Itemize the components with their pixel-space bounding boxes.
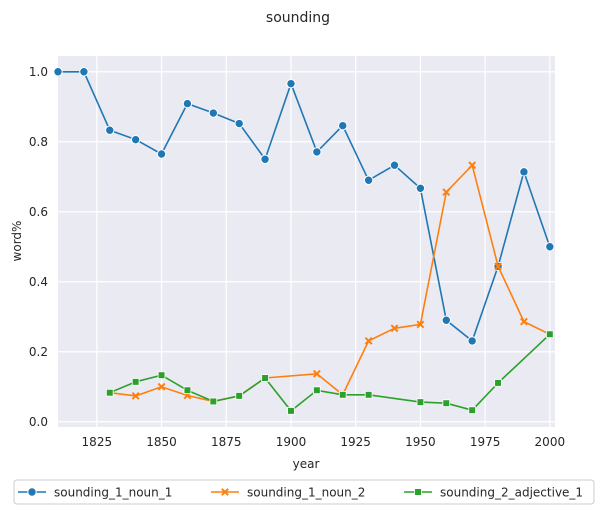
y-tick-label: 0.8 <box>29 135 48 149</box>
data-point <box>389 160 400 170</box>
legend-item: sounding_2_adjective_1 <box>404 486 583 500</box>
data-point <box>416 398 425 406</box>
data-point <box>157 382 166 391</box>
data-point <box>441 315 451 325</box>
data-point <box>182 98 193 109</box>
data-point <box>105 388 114 397</box>
series-line <box>109 333 551 413</box>
data-point <box>519 167 529 177</box>
data-point <box>157 371 166 379</box>
data-point <box>416 320 425 329</box>
legend-item: sounding_1_noun_2 <box>211 486 365 500</box>
data-point <box>209 397 218 406</box>
legend: sounding_1_noun_1 sounding_1_noun_2 soundi… <box>13 479 595 505</box>
data-point <box>468 161 477 170</box>
plot-area <box>58 56 555 427</box>
data-point <box>312 369 321 378</box>
grid <box>58 56 555 427</box>
series-sounding_2_adjective_1 <box>105 330 554 415</box>
x-tick-label: 1875 <box>211 435 242 449</box>
data-point <box>235 392 243 400</box>
series-layer <box>53 67 555 415</box>
x-tick-label: 1950 <box>405 435 436 449</box>
legend-label: sounding_2_adjective_1 <box>440 486 583 500</box>
legend-label: sounding_1_noun_1 <box>54 486 172 500</box>
chart-title: sounding <box>266 10 330 26</box>
data-point <box>545 242 555 252</box>
data-point <box>261 374 269 382</box>
data-point <box>338 120 348 131</box>
legend-label: sounding_1_noun_2 <box>247 486 365 500</box>
data-point <box>312 147 322 157</box>
x-tick-label: 1825 <box>82 435 113 449</box>
data-point <box>364 336 373 345</box>
x-tick-label: 1925 <box>340 435 371 449</box>
data-point <box>546 330 554 339</box>
y-tick-label: 1.0 <box>29 65 48 79</box>
data-point <box>105 125 115 135</box>
x-axis-ticks: 1825 1850 1875 1900 1925 1950 1975 2000 <box>82 435 566 449</box>
y-tick-label: 0.0 <box>29 415 48 429</box>
data-point <box>131 391 140 400</box>
y-axis-ticks: 0.0 0.2 0.4 0.6 0.8 1.0 <box>29 65 48 429</box>
legend-marker <box>414 488 422 496</box>
data-point <box>364 390 373 399</box>
data-point <box>494 379 502 387</box>
data-point <box>79 67 89 77</box>
series-sounding_1_noun_1 <box>53 67 555 346</box>
x-tick-label: 1975 <box>470 435 501 449</box>
x-tick-label: 1900 <box>276 435 307 449</box>
data-point <box>363 175 374 185</box>
data-point <box>130 134 141 145</box>
data-point <box>131 378 140 386</box>
data-point <box>183 386 192 395</box>
data-point <box>208 108 219 118</box>
legend-marker <box>27 487 37 497</box>
data-point <box>467 336 477 346</box>
y-tick-label: 0.6 <box>29 205 48 219</box>
x-tick-label: 2000 <box>535 435 566 449</box>
series-line <box>58 71 551 343</box>
x-axis-label: year <box>293 457 320 471</box>
legend-box <box>13 479 595 505</box>
data-point <box>520 317 528 326</box>
x-tick-label: 1850 <box>146 435 177 449</box>
y-tick-label: 0.2 <box>29 345 48 359</box>
y-axis-label: word% <box>10 221 24 262</box>
data-point <box>234 118 244 129</box>
data-point <box>286 78 296 89</box>
data-point <box>415 183 426 194</box>
data-point <box>287 407 295 415</box>
legend-item: sounding_1_noun_1 <box>18 486 172 500</box>
data-point <box>494 262 502 271</box>
data-point <box>390 324 399 333</box>
y-tick-label: 0.4 <box>29 275 48 289</box>
data-point <box>442 188 451 197</box>
data-point <box>156 149 167 159</box>
data-point <box>53 67 63 77</box>
data-point <box>260 154 270 164</box>
legend-marker <box>221 488 229 496</box>
data-point <box>468 406 476 414</box>
data-point <box>338 390 347 399</box>
data-point <box>313 386 321 395</box>
data-point <box>442 399 451 407</box>
